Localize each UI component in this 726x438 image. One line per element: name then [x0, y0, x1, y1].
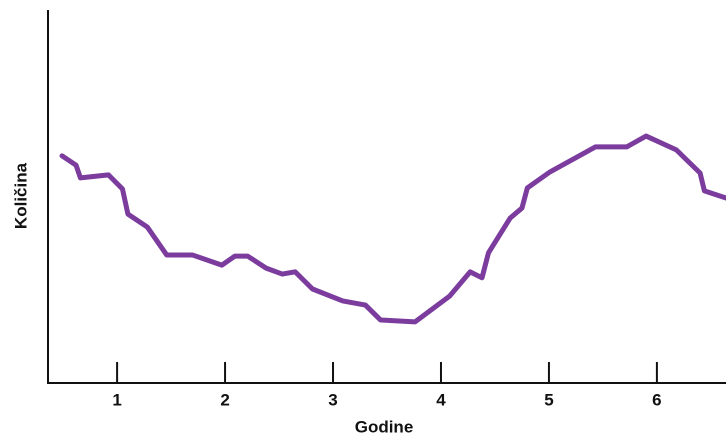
- x-tick-label: 3: [328, 390, 337, 409]
- x-tick-label: 6: [652, 390, 661, 409]
- x-tick-label: 4: [436, 390, 446, 409]
- y-axis-label: Količina: [11, 162, 30, 229]
- data-line: [59, 133, 726, 325]
- x-axis-label: Godine: [355, 417, 414, 436]
- x-tick-label: 1: [112, 390, 121, 409]
- x-tick-label: 5: [544, 390, 553, 409]
- x-tick-label: 2: [220, 390, 229, 409]
